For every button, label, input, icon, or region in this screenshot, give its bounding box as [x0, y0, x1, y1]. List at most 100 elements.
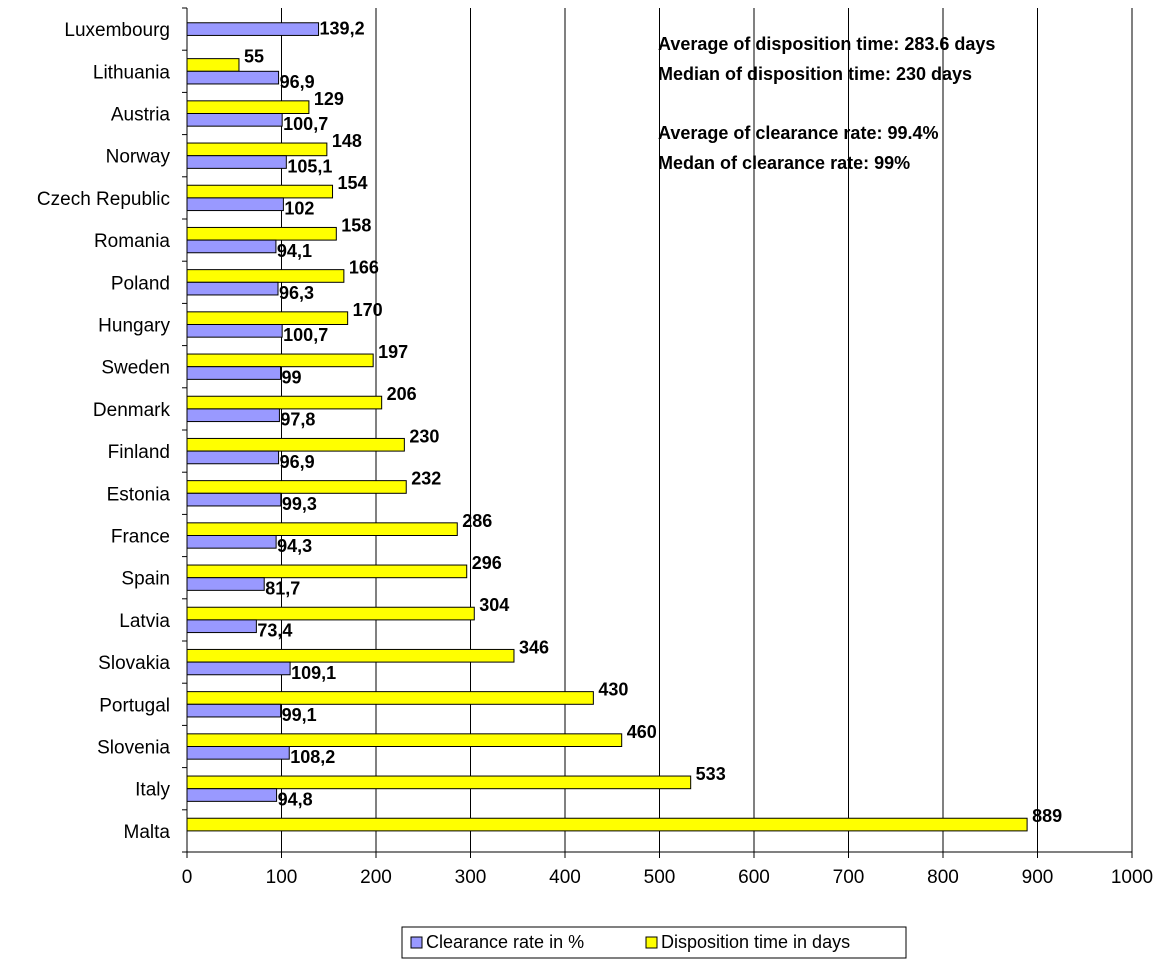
data-label-disposition: 197 — [378, 342, 408, 362]
x-tick-label: 1000 — [1111, 867, 1153, 888]
bar-clearance — [186, 197, 284, 212]
data-label-clearance: 105,1 — [287, 156, 332, 176]
data-label-clearance: 94,8 — [278, 789, 313, 809]
data-label-disposition: 460 — [627, 722, 657, 742]
category-label: Sweden — [101, 358, 170, 379]
bar-clearance — [186, 577, 265, 591]
bar-clearance — [186, 746, 290, 760]
x-tick-label: 0 — [182, 867, 193, 888]
bar-clearance — [186, 619, 257, 634]
data-label-disposition: 346 — [519, 637, 549, 657]
category-label: Finland — [108, 442, 170, 463]
data-label-clearance: 100,7 — [283, 325, 328, 345]
category-label: Slovenia — [97, 738, 170, 759]
data-label-disposition: 889 — [1032, 806, 1062, 826]
bar-clearance — [186, 535, 277, 549]
bar-clearance — [186, 366, 282, 380]
bar-clearance — [186, 113, 283, 127]
legend-label-disposition: Disposition time in days — [661, 932, 850, 952]
bar-disposition — [186, 648, 515, 663]
data-label-disposition: 533 — [696, 764, 726, 784]
bar-disposition — [186, 817, 1028, 832]
bar-clearance — [186, 788, 278, 802]
data-label-clearance: 96,9 — [280, 452, 315, 472]
x-tick-label: 100 — [266, 867, 298, 888]
data-label-clearance: 100,7 — [283, 114, 328, 134]
bar-disposition — [186, 100, 310, 114]
bar-clearance — [186, 408, 280, 423]
category-label: Italy — [135, 780, 170, 801]
bar-clearance — [186, 239, 277, 254]
bar-disposition — [186, 226, 337, 241]
category-label: Denmark — [93, 400, 171, 421]
data-label-clearance: 96,3 — [279, 283, 314, 303]
bar-disposition — [186, 395, 383, 410]
bars — [186, 22, 1028, 832]
x-tick-label: 300 — [455, 867, 487, 888]
category-label: Portugal — [99, 695, 170, 716]
data-label-clearance: 94,1 — [277, 241, 312, 261]
data-label-disposition: 430 — [598, 680, 628, 700]
data-label-clearance: 108,2 — [290, 747, 335, 767]
bar-clearance — [186, 70, 280, 85]
annotation-avg-disposition: Average of disposition time: 283.6 days — [658, 34, 995, 54]
bar-clearance — [186, 492, 282, 507]
annotation-median-disposition: Median of disposition time: 230 days — [658, 64, 972, 84]
data-label-clearance: 139,2 — [320, 18, 365, 38]
bar-disposition — [186, 564, 468, 579]
bar-disposition — [186, 522, 458, 537]
data-label-clearance: 99,1 — [282, 705, 317, 725]
category-label: Luxembourg — [64, 20, 170, 41]
data-label-disposition: 154 — [338, 173, 368, 193]
bar-clearance — [186, 703, 282, 718]
data-label-clearance: 102 — [284, 199, 314, 219]
category-label: Slovakia — [98, 653, 170, 674]
data-label-clearance: 73,4 — [257, 621, 292, 641]
bar-clearance — [186, 324, 283, 338]
bar-clearance — [186, 155, 287, 169]
legend-label-clearance: Clearance rate in % — [426, 932, 584, 952]
labels: Luxembourg 139,2 Lithuania 55 96,9 Austria 129… — [37, 18, 1062, 842]
gridlines — [281, 8, 1133, 852]
data-label-clearance: 99,3 — [282, 494, 317, 514]
category-label: Latvia — [119, 611, 170, 632]
category-label: France — [111, 527, 170, 548]
legend-swatch-clearance — [410, 936, 423, 949]
annotation-block: Average of disposition time: 283.6 days … — [658, 34, 995, 173]
bar-disposition — [186, 437, 405, 452]
bar-disposition — [186, 142, 328, 157]
x-tick-label: 900 — [1022, 867, 1054, 888]
category-label: Norway — [106, 147, 171, 168]
data-label-disposition: 166 — [349, 258, 379, 278]
bar-disposition — [186, 353, 374, 368]
data-label-clearance: 109,1 — [291, 663, 336, 683]
bar-disposition — [186, 775, 692, 790]
legend: Clearance rate in % Disposition time in … — [401, 926, 907, 959]
category-label: Malta — [124, 822, 171, 843]
data-label-disposition: 304 — [479, 595, 509, 615]
bar-disposition — [186, 184, 334, 199]
category-label: Hungary — [98, 316, 170, 337]
bar-clearance — [186, 22, 320, 36]
data-label-disposition: 170 — [353, 300, 383, 320]
data-label-disposition: 232 — [411, 469, 441, 489]
bar-disposition — [186, 733, 623, 748]
data-label-clearance: 94,3 — [277, 536, 312, 556]
category-label: Lithuania — [93, 62, 171, 83]
axes: 0 100 200 300 400 500 600 700 800 900 1000 — [182, 7, 1153, 888]
legend-swatch-disposition — [645, 936, 658, 949]
x-tick-label: 700 — [833, 867, 865, 888]
bar-disposition — [186, 311, 349, 325]
x-tick-label: 200 — [360, 867, 392, 888]
annotation-median-clearance: Medan of clearance rate: 99% — [658, 153, 910, 173]
bar-disposition — [186, 691, 594, 705]
data-label-clearance: 96,9 — [280, 72, 315, 92]
data-label-disposition: 230 — [409, 426, 439, 446]
category-label: Spain — [121, 569, 170, 590]
annotation-avg-clearance: Average of clearance rate: 99.4% — [658, 123, 939, 143]
bar-disposition — [186, 269, 345, 283]
data-label-clearance: 81,7 — [265, 578, 300, 598]
data-label-disposition: 286 — [462, 511, 492, 531]
bar-clearance — [186, 281, 279, 296]
